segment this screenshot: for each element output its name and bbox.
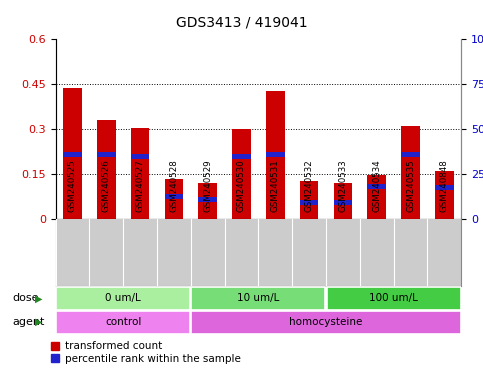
FancyBboxPatch shape xyxy=(56,311,190,334)
Bar xyxy=(97,152,115,157)
Text: homocysteine: homocysteine xyxy=(289,317,363,327)
Bar xyxy=(435,171,454,219)
Bar xyxy=(334,182,352,219)
Bar xyxy=(131,154,149,159)
Text: 0 um/L: 0 um/L xyxy=(105,293,141,303)
Bar xyxy=(63,88,82,219)
Text: dose: dose xyxy=(12,293,39,303)
Bar xyxy=(131,127,149,219)
Bar xyxy=(199,183,217,219)
Bar xyxy=(165,179,183,219)
Bar xyxy=(368,175,386,219)
Bar xyxy=(97,120,115,219)
Text: GDS3413 / 419041: GDS3413 / 419041 xyxy=(176,15,307,29)
Bar xyxy=(401,152,420,157)
Text: 10 um/L: 10 um/L xyxy=(237,293,280,303)
Bar xyxy=(334,200,352,205)
Bar xyxy=(232,129,251,219)
FancyBboxPatch shape xyxy=(327,287,461,310)
Bar xyxy=(63,152,82,157)
Bar xyxy=(300,200,318,205)
Text: 100 um/L: 100 um/L xyxy=(369,293,418,303)
Text: agent: agent xyxy=(12,317,44,327)
Bar xyxy=(435,185,454,190)
Bar xyxy=(199,197,217,202)
Bar xyxy=(401,126,420,219)
Bar xyxy=(300,181,318,219)
FancyBboxPatch shape xyxy=(56,287,190,310)
Bar xyxy=(232,154,251,159)
Text: ▶: ▶ xyxy=(35,317,43,327)
Bar xyxy=(266,152,284,157)
FancyBboxPatch shape xyxy=(191,311,461,334)
FancyBboxPatch shape xyxy=(191,287,326,310)
Text: control: control xyxy=(105,317,142,327)
Legend: transformed count, percentile rank within the sample: transformed count, percentile rank withi… xyxy=(51,341,241,364)
Text: ▶: ▶ xyxy=(35,293,43,303)
Bar xyxy=(266,91,284,219)
Bar xyxy=(368,184,386,189)
Bar xyxy=(165,194,183,199)
